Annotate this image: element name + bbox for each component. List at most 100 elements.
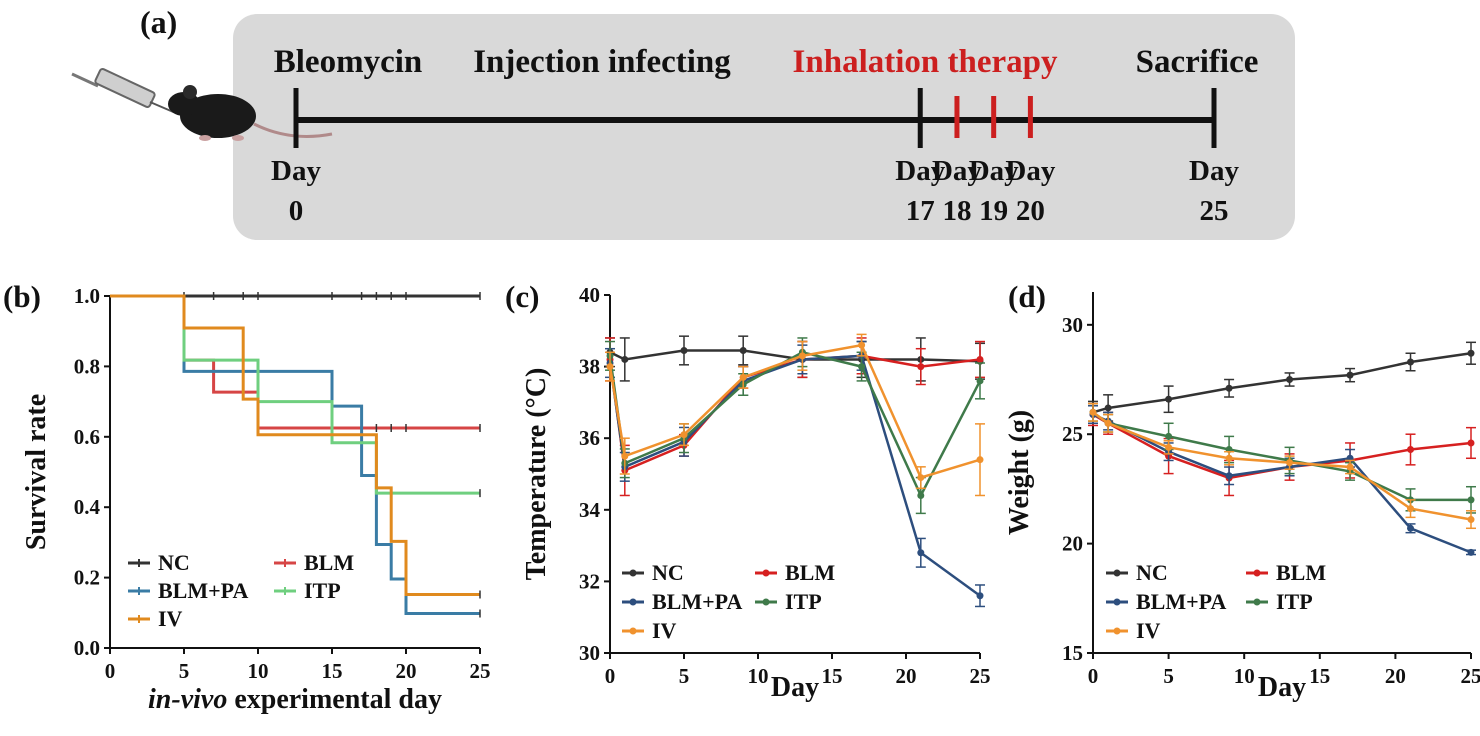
data-point-iv <box>798 352 806 360</box>
timeline-day-word: Day <box>969 155 1019 187</box>
data-point-nc <box>739 346 747 354</box>
x-tick-label: 15 <box>322 659 343 683</box>
series-line-blm-pa <box>608 354 981 597</box>
y-tick-label: 0.0 <box>74 636 100 660</box>
data-point-nc <box>1407 358 1415 366</box>
data-point-nc <box>680 346 688 354</box>
timeline-day-number: 0 <box>289 195 304 227</box>
data-point-nc <box>621 355 629 363</box>
survival-curve-itp <box>110 294 480 495</box>
timeline-day-word: Day <box>932 155 982 187</box>
x-axis-title: Day <box>771 672 819 703</box>
x-tick-label: 10 <box>1234 664 1255 688</box>
series-line-itp <box>1092 411 1471 502</box>
legend-label: IV <box>158 606 183 631</box>
legend-label: ITP <box>785 589 822 614</box>
legend-marker <box>629 569 637 577</box>
y-tick-label: 0.6 <box>74 425 100 449</box>
legend-label: BLM+PA <box>652 589 742 614</box>
x-tick-label: 0 <box>105 659 116 683</box>
data-point-iv <box>1089 408 1097 416</box>
legend-label: NC <box>158 550 190 575</box>
panel-b-survival-chart: (b) 0 5 10 15 20 25 0.0 0.2 0.4 0.6 0.8 1.0 NC BLM BLM… <box>3 279 491 715</box>
data-point-blm <box>976 355 984 363</box>
data-point-nc <box>1467 349 1475 357</box>
legend-marker <box>629 627 637 635</box>
x-axis-title: Day <box>1258 672 1306 703</box>
y-tick-label: 34 <box>579 498 601 522</box>
timeline-day-word: Day <box>1005 155 1055 187</box>
data-point-iv <box>917 474 925 482</box>
data-point-blm <box>1407 446 1415 454</box>
x-tick-label: 0 <box>605 664 616 688</box>
data-point-nc <box>1165 395 1173 403</box>
data-point-iv <box>1346 463 1354 471</box>
x-tick-label: 5 <box>1163 664 1174 688</box>
legend-marker <box>1253 569 1261 577</box>
data-point-iv <box>621 452 629 460</box>
timeline-event-injection-infecting: Injection infecting <box>473 44 731 80</box>
data-point-iv <box>739 373 747 381</box>
data-point-blm-pa <box>1467 548 1475 556</box>
y-axis-title: Survival rate <box>21 394 52 550</box>
legend-label: BLM+PA <box>1136 589 1226 614</box>
y-axis-title: Weight (g) <box>1004 410 1035 535</box>
legend-marker <box>1113 598 1121 606</box>
legend-marker <box>762 569 770 577</box>
data-point-itp <box>1467 496 1475 504</box>
timeline-event-sacrifice: Sacrifice <box>1136 44 1259 80</box>
panel-a-label: (a) <box>140 4 177 40</box>
legend-label: BLM <box>304 550 354 575</box>
data-point-blm-pa <box>1225 472 1233 480</box>
legend-label: NC <box>652 560 684 585</box>
survival-curve-blm-pa <box>110 294 480 616</box>
data-point-itp <box>1165 432 1173 440</box>
legend-marker <box>1113 569 1121 577</box>
x-tick-label: 25 <box>470 659 491 683</box>
legend-label: IV <box>652 618 677 643</box>
x-tick-label: 10 <box>748 664 769 688</box>
panel-d-label: (d) <box>1008 279 1046 314</box>
data-point-blm-pa <box>976 592 984 600</box>
series-line-blm <box>608 354 981 473</box>
y-tick-label: 25 <box>1062 422 1083 446</box>
data-point-iv <box>1467 516 1475 524</box>
series-line-blm-pa <box>1092 413 1472 554</box>
x-tick-label: 10 <box>248 659 269 683</box>
y-tick-label: 0.2 <box>74 566 100 590</box>
x-tick-label: 25 <box>1461 664 1480 688</box>
timeline-day-word: Day <box>271 155 321 187</box>
x-tick-label: 20 <box>896 664 917 688</box>
legend-marker <box>762 598 770 606</box>
x-axis-title-rest: experimental day <box>227 684 442 715</box>
legend-label: BLM+PA <box>158 578 248 603</box>
timeline-event-bleomycin: Bleomycin <box>274 44 422 80</box>
x-axis-title: in-vivo experimental day <box>148 684 442 715</box>
timeline-background <box>233 14 1295 240</box>
legend-marker <box>629 598 637 606</box>
data-point-nc <box>1286 376 1294 384</box>
data-point-itp <box>858 363 866 371</box>
series-line-nc <box>1092 352 1472 414</box>
data-point-itp <box>917 491 925 499</box>
data-point-iv <box>858 341 866 349</box>
survival-curve-iv <box>110 294 480 596</box>
mouse-syringe-illustration <box>71 68 333 141</box>
legend-label: BLM <box>785 560 835 585</box>
timeline-day-number: 19 <box>979 195 1008 227</box>
panel-c-label: (c) <box>505 279 539 314</box>
data-point-itp <box>976 377 984 385</box>
series-line-iv <box>1092 411 1472 521</box>
y-tick-label: 36 <box>579 426 600 450</box>
series-line-nc <box>609 349 981 363</box>
y-tick-label: 38 <box>579 355 600 379</box>
x-tick-label: 5 <box>179 659 190 683</box>
panel-d-weight-chart: (d) 0 5 10 15 20 25 15 20 25 30 NC BLM BLM+PA ITP IV We… <box>1004 279 1480 703</box>
y-tick-label: 30 <box>579 641 600 665</box>
timeline-day-word: Day <box>1189 155 1239 187</box>
data-point-iv <box>1165 443 1173 451</box>
data-point-iv <box>1407 505 1415 513</box>
y-tick-label: 40 <box>579 283 600 307</box>
timeline-day-number: 18 <box>942 195 971 227</box>
